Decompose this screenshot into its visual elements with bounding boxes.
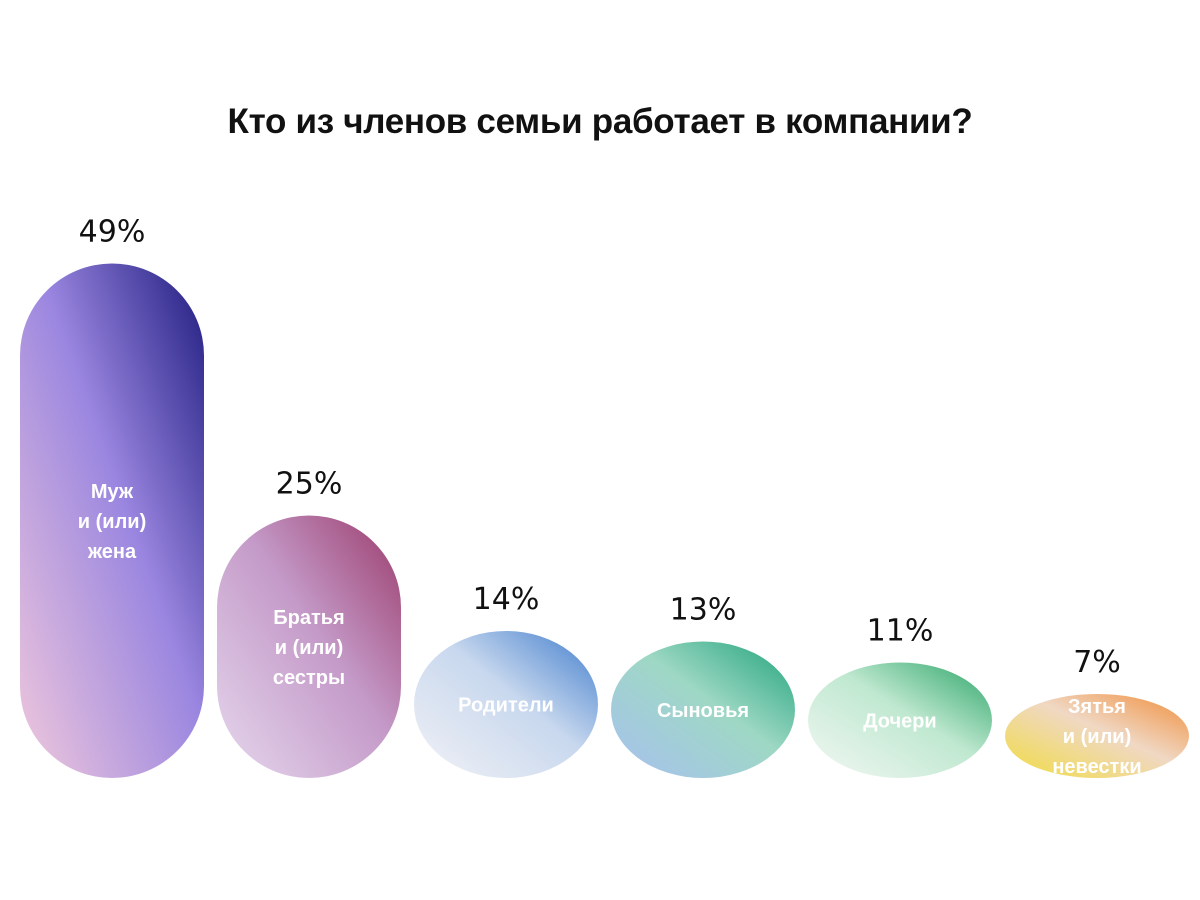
value-label-3: 14% xyxy=(473,582,540,617)
chart-title: Кто из членов семьи работает в компании? xyxy=(227,102,973,141)
bar-5 xyxy=(808,662,992,778)
value-label-2: 25% xyxy=(276,467,343,502)
category-label-2: Братья и (или) сестры xyxy=(273,607,345,689)
bars-group: 49% Муж и (или) жена 25% Братья и (или) сестры 1… xyxy=(20,215,1189,778)
category-label-5: Дочери xyxy=(863,710,936,732)
value-label-1: 49% xyxy=(79,215,146,250)
value-label-4: 13% xyxy=(670,593,737,628)
value-label-6: 7% xyxy=(1073,645,1121,680)
category-label-4: Сыновья xyxy=(657,700,749,722)
bar-4 xyxy=(611,641,795,778)
bar-6 xyxy=(1005,694,1189,778)
bar-3 xyxy=(414,631,598,778)
bar-1 xyxy=(20,263,204,778)
bar-2 xyxy=(217,515,401,778)
category-label-6: Зятья и (или) невестки xyxy=(1052,696,1141,778)
value-label-5: 11% xyxy=(867,614,934,649)
category-label-3: Родители xyxy=(458,695,554,717)
category-label-1: Муж и (или) жена xyxy=(78,481,146,563)
